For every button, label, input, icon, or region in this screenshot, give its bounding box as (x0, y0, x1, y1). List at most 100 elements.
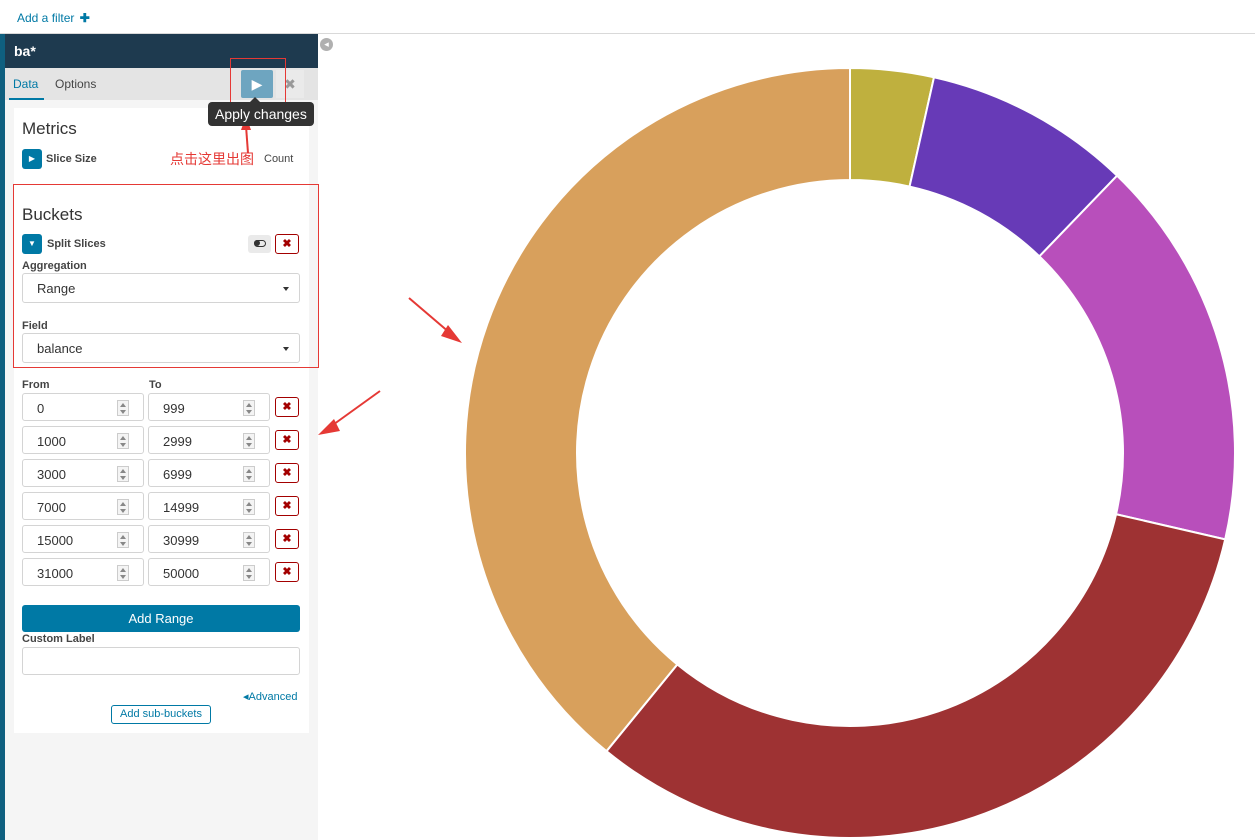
remove-range-button[interactable]: ✖ (275, 430, 299, 450)
close-icon: ✖ (282, 434, 292, 446)
range-to-input[interactable]: 6999 (148, 459, 270, 487)
chevron-down-icon: ▼ (28, 239, 36, 248)
index-pattern-title: ba* (5, 34, 318, 68)
plus-icon: ✚ (79, 11, 90, 25)
close-icon: ✖ (282, 238, 292, 250)
caret-down-icon (283, 287, 289, 291)
annotation-buckets-box (13, 184, 319, 368)
spinner-icon[interactable] (117, 565, 129, 581)
range-to-value: 14999 (163, 500, 200, 515)
close-icon: ✖ (284, 76, 296, 92)
aggregation-value: Range (37, 281, 76, 296)
range-from-value: 0 (37, 401, 45, 416)
range-from-value: 1000 (37, 434, 66, 449)
play-icon: ▶ (251, 76, 263, 92)
range-to-value: 999 (163, 401, 185, 416)
pie-slice-3[interactable] (1037, 174, 1236, 541)
range-from-input[interactable]: 0 (22, 393, 144, 421)
to-column-label: To (149, 379, 162, 391)
from-column-label: From (22, 379, 50, 391)
spinner-icon[interactable] (243, 433, 255, 449)
pie-slice-5[interactable] (464, 66, 851, 753)
tab-data[interactable]: Data (13, 77, 39, 91)
close-icon: ✖ (282, 500, 292, 512)
custom-label-title: Custom Label (22, 633, 95, 645)
metrics-title: Metrics (22, 119, 77, 138)
apply-changes-button[interactable]: ▶ (241, 70, 273, 98)
range-to-value: 50000 (163, 566, 200, 581)
range-to-value: 30999 (163, 533, 200, 548)
close-icon: ✖ (282, 566, 292, 578)
add-range-button[interactable]: Add Range (22, 605, 300, 632)
app-nav-strip (0, 34, 5, 840)
range-from-value: 15000 (37, 533, 74, 548)
remove-range-button[interactable]: ✖ (275, 496, 299, 516)
range-from-value: 7000 (37, 500, 66, 515)
spinner-icon[interactable] (117, 532, 129, 548)
tab-options[interactable]: Options (55, 77, 97, 91)
spinner-icon[interactable] (243, 400, 255, 416)
range-to-value: 6999 (163, 467, 192, 482)
aggregation-select[interactable]: Range (22, 273, 300, 303)
close-icon: ✖ (282, 467, 292, 479)
advanced-label: Advanced (248, 691, 298, 703)
range-to-input[interactable]: 30999 (148, 525, 270, 553)
metric-agg-label: Slice Size (46, 153, 97, 165)
editor-tabs: Data Options ▶ ✖ (5, 68, 318, 100)
bucket-agg-label: Split Slices (47, 238, 106, 250)
range-from-input[interactable]: 7000 (22, 492, 144, 520)
range-to-input[interactable]: 999 (148, 393, 270, 421)
field-value: balance (37, 341, 83, 356)
range-from-input[interactable]: 31000 (22, 558, 144, 586)
caret-down-icon (283, 347, 289, 351)
spinner-icon[interactable] (117, 433, 129, 449)
range-to-input[interactable]: 14999 (148, 492, 270, 520)
range-from-input[interactable]: 15000 (22, 525, 144, 553)
range-to-input[interactable]: 2999 (148, 426, 270, 454)
custom-label-input[interactable] (22, 647, 300, 675)
spinner-icon[interactable] (117, 400, 129, 416)
pie-slices (464, 66, 1236, 839)
collapse-sidebar-icon[interactable]: ◂ (320, 38, 333, 51)
pie-chart (464, 66, 1236, 839)
chevron-right-icon: ▶ (28, 154, 36, 163)
range-to-input[interactable]: 50000 (148, 558, 270, 586)
buckets-title: Buckets (22, 205, 83, 224)
spinner-icon[interactable] (243, 466, 255, 482)
field-select[interactable]: balance (22, 333, 300, 363)
spinner-icon[interactable] (243, 499, 255, 515)
active-tab-indicator (9, 98, 44, 100)
range-from-input[interactable]: 1000 (22, 426, 144, 454)
close-icon: ✖ (282, 533, 292, 545)
spinner-icon[interactable] (243, 565, 255, 581)
toggle-icon (254, 240, 266, 247)
pie-slice-4[interactable] (605, 513, 1227, 839)
range-from-value: 31000 (37, 566, 74, 581)
toggle-bucket-button[interactable] (248, 235, 271, 253)
range-from-value: 3000 (37, 467, 66, 482)
remove-range-button[interactable]: ✖ (275, 463, 299, 483)
range-to-value: 2999 (163, 434, 192, 449)
metric-agg-value: Count (264, 153, 294, 165)
caret-left-icon: ◂ (243, 691, 249, 703)
advanced-toggle-link[interactable]: ◂Advanced (243, 690, 297, 703)
add-sub-buckets-button[interactable]: Add sub-buckets (111, 705, 211, 724)
apply-changes-tooltip: Apply changes (208, 97, 314, 126)
spinner-icon[interactable] (117, 466, 129, 482)
aggregation-label: Aggregation (22, 260, 87, 272)
field-label: Field (22, 320, 48, 332)
remove-bucket-button[interactable]: ✖ (275, 234, 299, 254)
spinner-icon[interactable] (243, 532, 255, 548)
remove-range-button[interactable]: ✖ (275, 397, 299, 417)
discard-changes-button[interactable]: ✖ (276, 70, 304, 98)
remove-range-button[interactable]: ✖ (275, 562, 299, 582)
range-from-input[interactable]: 3000 (22, 459, 144, 487)
collapse-bucket-button[interactable]: ▼ (22, 234, 42, 254)
add-filter-label: Add a filter (17, 11, 75, 25)
filter-bar: Add a filter ✚ (0, 0, 1255, 34)
add-filter-link[interactable]: Add a filter ✚ (17, 11, 90, 25)
spinner-icon[interactable] (117, 499, 129, 515)
annotation-hint: 点击这里出图 (170, 151, 254, 167)
remove-range-button[interactable]: ✖ (275, 529, 299, 549)
expand-metric-button[interactable]: ▶ (22, 149, 42, 169)
